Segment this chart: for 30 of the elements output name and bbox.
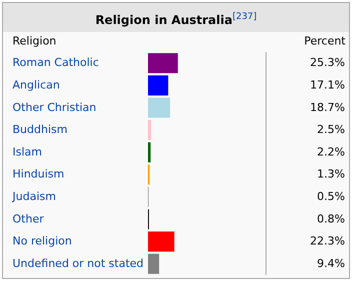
data-label: 0.5% [317,190,345,203]
bar [148,254,160,274]
y-tick-label: Judaism [12,190,56,203]
bar [148,75,168,96]
data-label: 9.4% [317,256,345,270]
data-label: 22.3% [310,234,345,248]
y-tick-label: Hinduism [12,168,64,181]
data-label: 17.1% [310,78,345,92]
x-axis-title: Percent [304,34,346,48]
y-tick-label: Other Christian [12,100,96,114]
y-tick-label: Islam [12,145,42,158]
data-label: 18.7% [310,100,345,114]
y-tick-label: Anglican [12,78,60,92]
bar [148,120,151,140]
y-tick-label: Other [12,212,44,226]
data-label: 2.2% [317,145,345,158]
y-axis-title: Religion [12,34,56,48]
y-tick-label: Roman Catholic [12,56,99,70]
bar [148,142,151,162]
data-label: 1.3% [317,168,345,181]
bar [148,98,170,118]
bar [148,232,174,252]
chart-title: Religion in Australia$^{[237]}$ [3,3,349,32]
y-tick-label: Undefined or not stated [12,256,144,270]
bar [148,53,178,74]
y-tick-label: Buddhism [12,123,68,136]
data-label: 0.8% [317,212,345,226]
data-label: 2.5% [317,123,345,136]
y-tick-label: No religion [12,234,72,248]
data-label: 25.3% [310,56,345,70]
